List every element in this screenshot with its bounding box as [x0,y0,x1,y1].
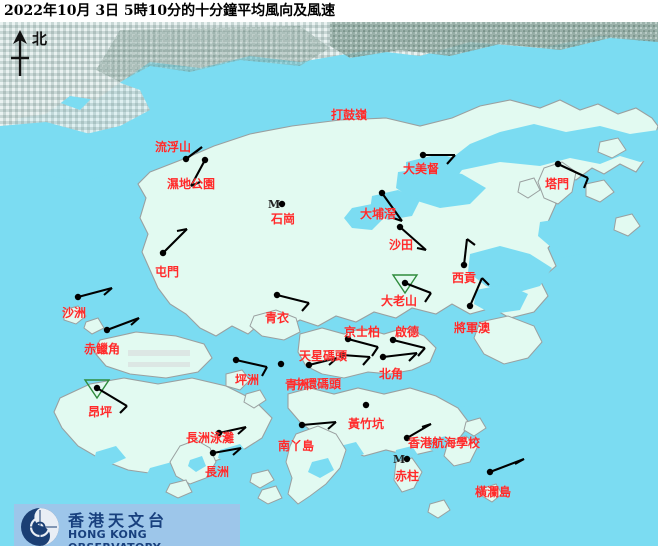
station-label: 南丫島 [278,439,315,453]
wind-barb-shaft [190,159,206,187]
station-label: 青衣 [265,311,290,325]
wind-barb-shaft [399,226,427,251]
wind-barb-flag [408,352,418,362]
wind-barb-flag [119,405,128,414]
wind-barb-flag [417,347,426,357]
wind-barb-layer: MM [74,146,589,476]
map-geometry [0,22,658,546]
wind-barb-flag [371,346,379,357]
wind-barb-shaft [404,282,432,294]
station-label: 大美督 [403,162,440,176]
station-point[interactable] [277,360,285,368]
wind-barb-flag [301,302,310,312]
station-label: 昂坪 [88,405,113,419]
wind-barb-shaft [462,238,469,266]
wind-barb-flag [421,423,432,428]
wind-barb-shaft [469,277,483,307]
wind-barb-shaft [347,337,379,349]
station-label: 黃竹坑 [348,417,385,431]
station-label: 北角 [379,367,404,381]
station-label: 濕地公園 [167,177,216,191]
north-arrow: 北 [6,28,60,80]
station-label: 長洲 [205,465,230,479]
station-point[interactable] [362,401,370,409]
logo-chinese-name: 香港天文台 [68,511,169,530]
wind-barb-flag [190,181,201,187]
wind-barb-flag [466,238,476,246]
wind-barb-shaft [212,446,242,455]
wind-barb-flag [446,154,456,165]
station-label: 京士柏 [344,325,381,339]
page-title: 2022年10月 3日 5時10分的十分鐘平均風向及風速 [4,3,336,19]
station-label: 西貢 [452,271,477,285]
station-label: 香港航海學校 [408,436,481,450]
station-label: 大老山 [381,294,418,308]
station-label: 沙田 [389,238,414,252]
wind-barb-flag [261,366,268,377]
m-marker: M [393,453,405,466]
wind-barb-flag [416,246,427,252]
station-label: 塔門 [545,177,570,191]
north-label: 北 [32,30,48,48]
wind-barb-flag [392,217,403,222]
wind-barb-shaft [381,192,403,222]
wind-barb-shaft [77,286,113,299]
station-label: 赤鱲角 [84,342,121,356]
station-label: 橫瀾島 [475,485,512,499]
wind-barb-flag [362,356,371,366]
hko-emblem-icon [21,508,59,546]
wind-barb-flag [232,447,242,456]
station-label: 屯門 [155,265,180,279]
mountain-station-marker [391,274,419,295]
wind-barb-flag [424,292,432,303]
wind-barb-shaft [218,425,247,435]
wind-barb-shaft [557,163,589,179]
wind-barb-shaft [392,338,426,350]
m-marker: M [268,198,280,211]
wind-barb-shaft [276,293,310,305]
station-label: 中環碼頭 [293,377,342,391]
wind-barb-flag [130,317,140,326]
wind-barb-flag [176,227,188,233]
station-label: 坪洲 [235,373,260,387]
station-label: 打鼓嶺 [331,108,368,122]
station-point[interactable] [403,455,411,463]
wind-barb-shaft [106,317,140,331]
wind-barb-shaft [301,420,337,427]
station-point[interactable] [278,200,286,208]
wind-barb-shaft [382,351,418,359]
wind-barb-shaft [235,358,268,369]
station-label: 大埔滘 [360,207,397,221]
station-label: 赤柱 [395,469,420,483]
wind-barb-shaft [341,353,371,359]
station-label: 天星碼頭 [299,349,348,363]
mountain-station-marker [83,379,111,400]
station-label: 啟德 [395,325,420,339]
wind-barb-flag [103,287,113,296]
station-label: 長洲泳灘 [186,431,235,445]
wind-barb-shaft [308,356,338,367]
wind-barb-flag [328,357,338,366]
wind-barb-flag [237,426,247,435]
hko-logo: 香港天文台 HONG KONG OBSERVATORY [14,504,240,546]
wind-barb-flag [195,146,203,153]
station-label: 沙洲 [62,306,87,320]
wind-barb-flag [481,277,490,286]
wind-barb-shaft [162,228,188,254]
station-label: 將軍澳 [454,321,491,335]
station-label: 石崗 [271,212,296,226]
logo-english-name: HONG KONG OBSERVATORY [68,528,161,546]
station-label: 流浮山 [155,140,192,154]
north-arrow-icon [11,30,29,76]
station-label: 青洲 [285,378,310,392]
wind-barb-shaft [96,387,128,407]
wind-barb-flag [583,177,589,189]
wind-barb-flag [327,421,337,430]
wind-barb-flag [514,458,525,465]
